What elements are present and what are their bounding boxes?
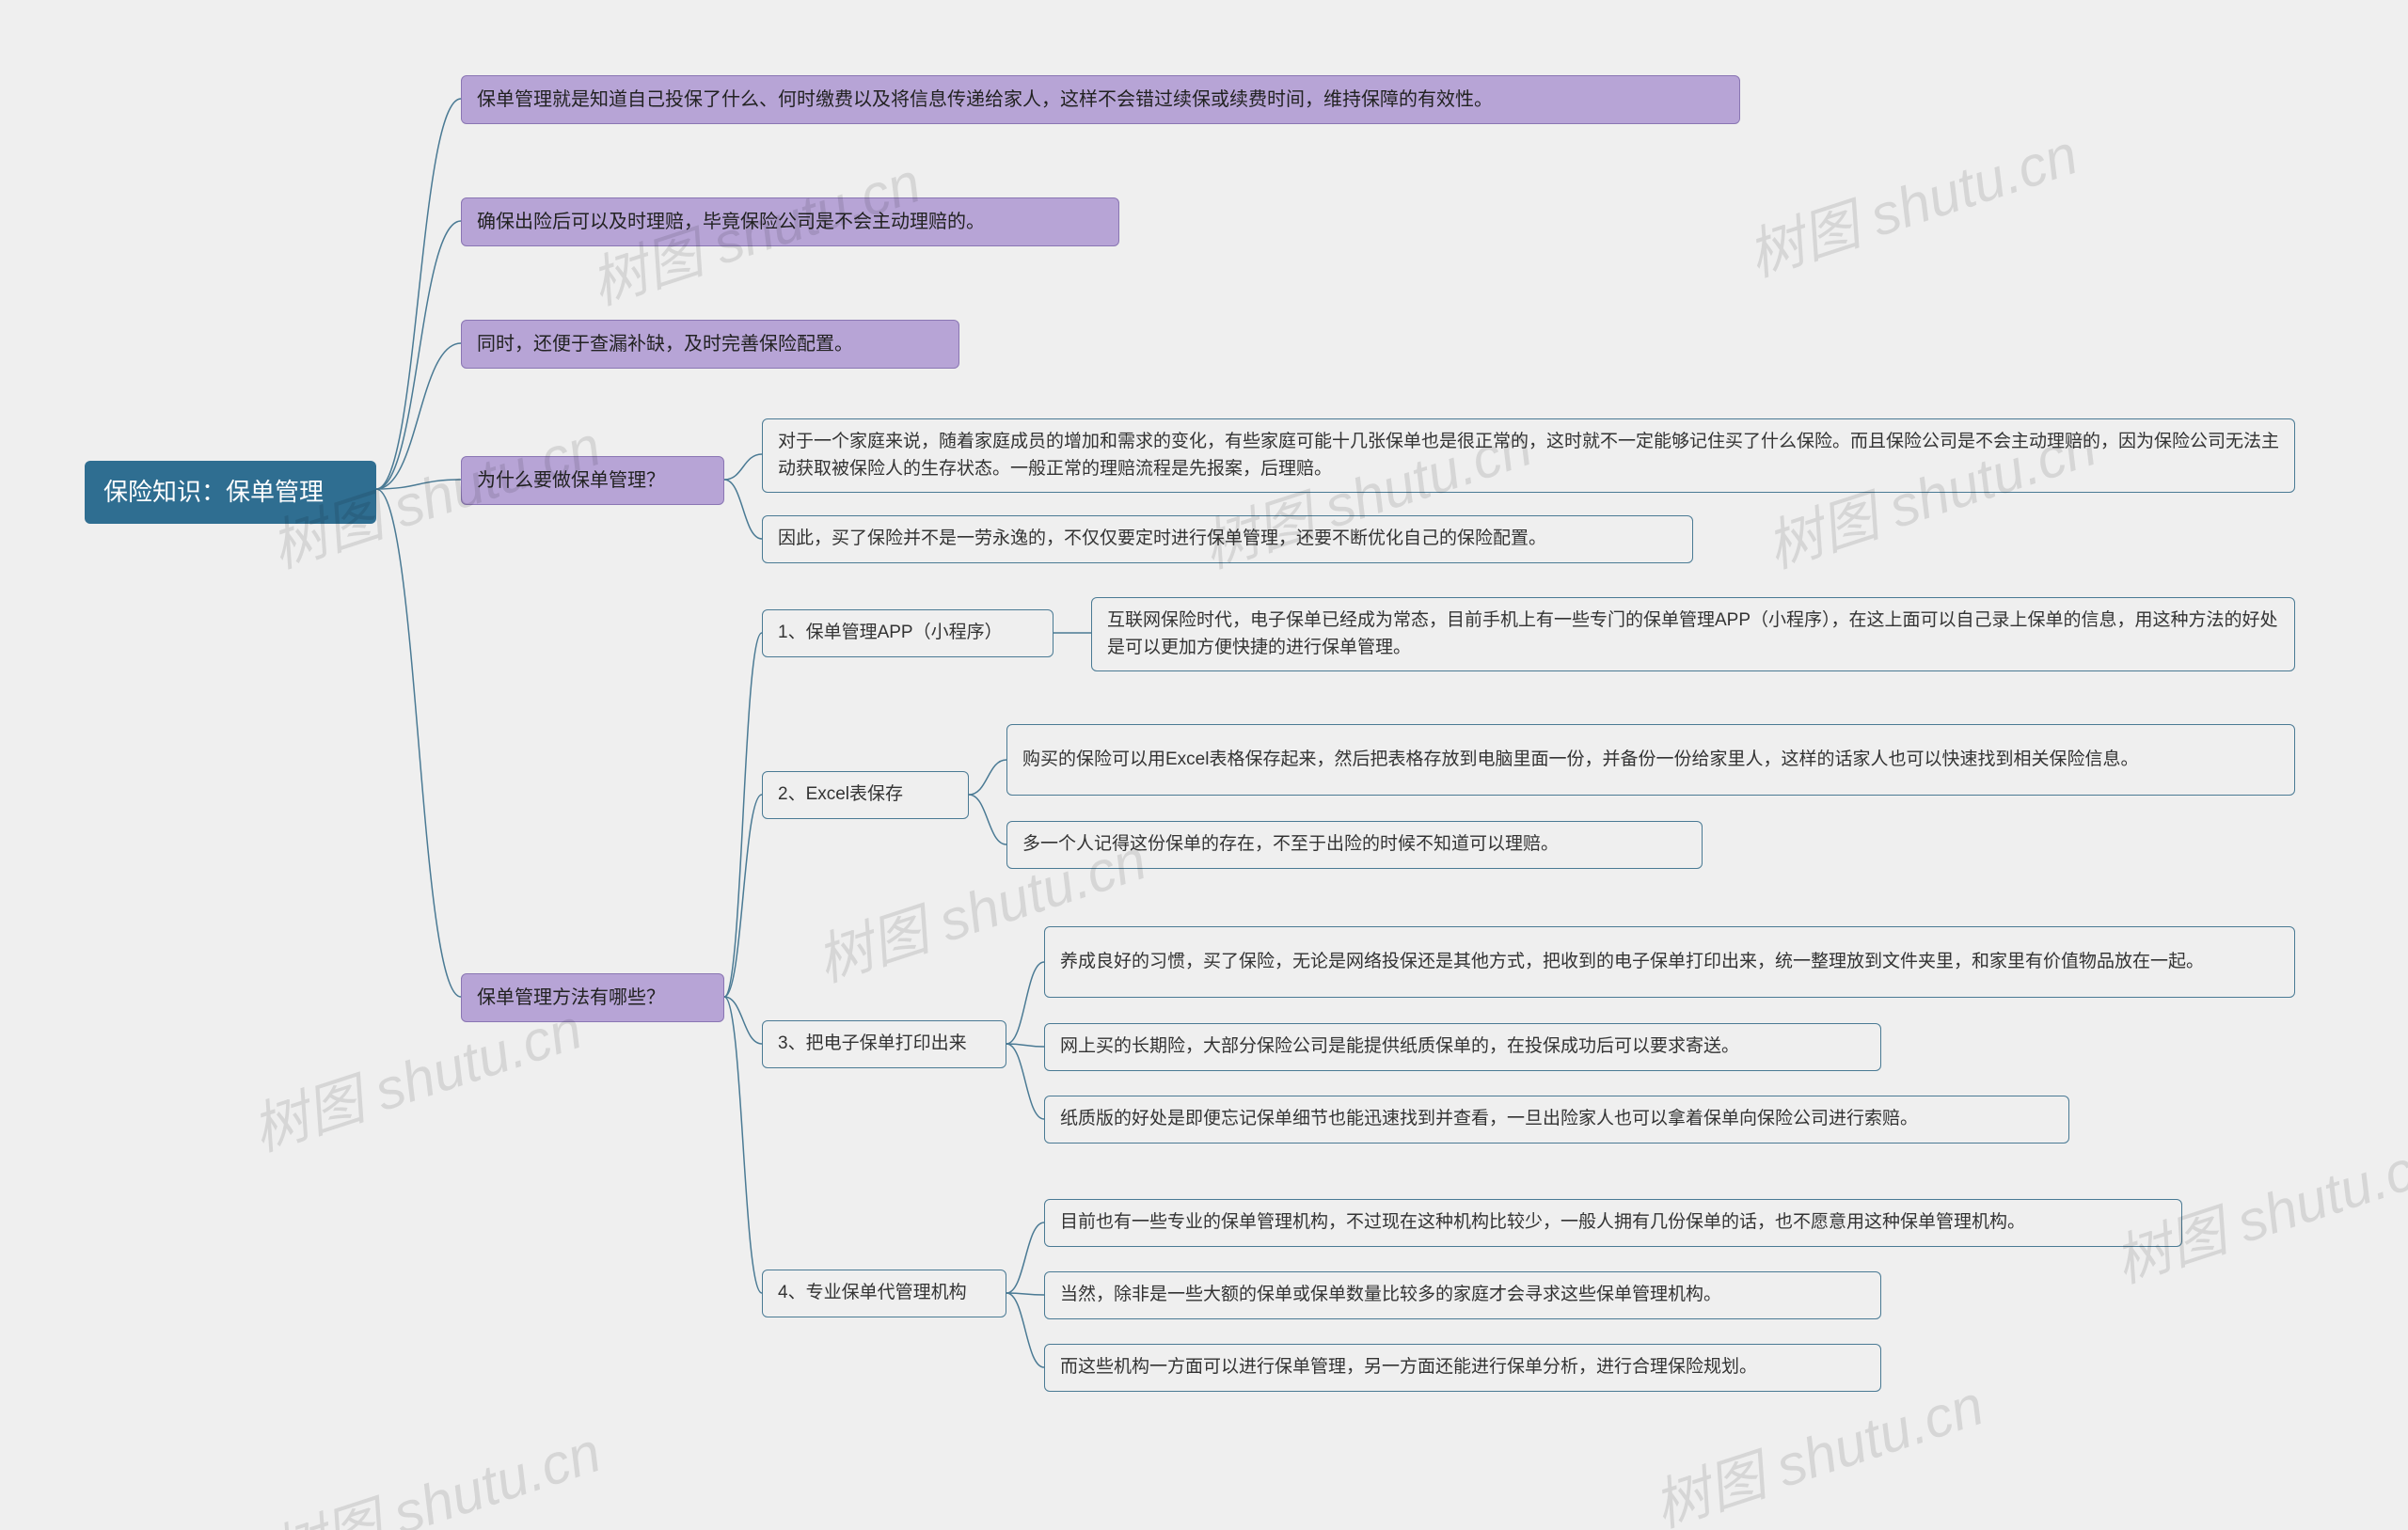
connector [1006, 1044, 1044, 1119]
connector [724, 633, 762, 997]
connector [724, 454, 762, 480]
method-4-child-3[interactable]: 而这些机构一方面可以进行保单管理，另一方面还能进行保单分析，进行合理保险规划。 [1044, 1344, 1881, 1392]
why-child-1[interactable]: 对于一个家庭来说，随着家庭成员的增加和需求的变化，有些家庭可能十几张保单也是很正… [762, 418, 2295, 493]
root-node[interactable]: 保险知识：保单管理 [85, 461, 376, 524]
connector [724, 480, 762, 539]
branch-why[interactable]: 为什么要做保单管理？ [461, 456, 724, 505]
method-2[interactable]: 2、Excel表保存 [762, 771, 969, 819]
why-child-2[interactable]: 因此，买了保险并不是一劳永逸的，不仅仅要定时进行保单管理，还要不断优化自己的保险… [762, 515, 1693, 563]
branch-methods[interactable]: 保单管理方法有哪些？ [461, 973, 724, 1022]
method-3[interactable]: 3、把电子保单打印出来 [762, 1020, 1006, 1068]
method-1-child[interactable]: 互联网保险时代，电子保单已经成为常态，目前手机上有一些专门的保单管理APP（小程… [1091, 597, 2295, 671]
method-2-child-2[interactable]: 多一个人记得这份保单的存在，不至于出险的时候不知道可以理赔。 [1006, 821, 1703, 869]
method-4-child-1[interactable]: 目前也有一些专业的保单管理机构，不过现在这种机构比较少，一般人拥有几份保单的话，… [1044, 1199, 2182, 1247]
method-4[interactable]: 4、专业保单代管理机构 [762, 1270, 1006, 1317]
connector [1006, 962, 1044, 1044]
connector [376, 221, 461, 489]
watermark: 树图 shutu.cn [1735, 109, 2086, 292]
watermark: 树图 shutu.cn [259, 1407, 610, 1530]
connector [376, 343, 461, 489]
connector [1006, 1293, 1044, 1367]
connector [376, 489, 461, 997]
branch-definition-3[interactable]: 同时，还便于查漏补缺，及时完善保险配置。 [461, 320, 959, 369]
connector [724, 997, 762, 1044]
connector [1006, 1222, 1044, 1293]
connector [969, 795, 1006, 844]
connector [376, 99, 461, 489]
connector [724, 795, 762, 997]
method-3-child-3[interactable]: 纸质版的好处是即便忘记保单细节也能迅速找到并查看，一旦出险家人也可以拿着保单向保… [1044, 1096, 2069, 1144]
connector [1006, 1044, 1044, 1047]
method-1[interactable]: 1、保单管理APP（小程序） [762, 609, 1054, 657]
method-3-child-1[interactable]: 养成良好的习惯，买了保险，无论是网络投保还是其他方式，把收到的电子保单打印出来，… [1044, 926, 2295, 998]
branch-definition-2[interactable]: 确保出险后可以及时理赔，毕竟保险公司是不会主动理赔的。 [461, 197, 1119, 246]
connector [1006, 1293, 1044, 1295]
connector [724, 997, 762, 1293]
method-4-child-2[interactable]: 当然，除非是一些大额的保单或保单数量比较多的家庭才会寻求这些保单管理机构。 [1044, 1271, 1881, 1319]
connector [376, 480, 461, 489]
branch-definition-1[interactable]: 保单管理就是知道自己投保了什么、何时缴费以及将信息传递给家人，这样不会错过续保或… [461, 75, 1740, 124]
method-2-child-1[interactable]: 购买的保险可以用Excel表格保存起来，然后把表格存放到电脑里面一份，并备份一份… [1006, 724, 2295, 796]
connector [969, 760, 1006, 795]
method-3-child-2[interactable]: 网上买的长期险，大部分保险公司是能提供纸质保单的，在投保成功后可以要求寄送。 [1044, 1023, 1881, 1071]
